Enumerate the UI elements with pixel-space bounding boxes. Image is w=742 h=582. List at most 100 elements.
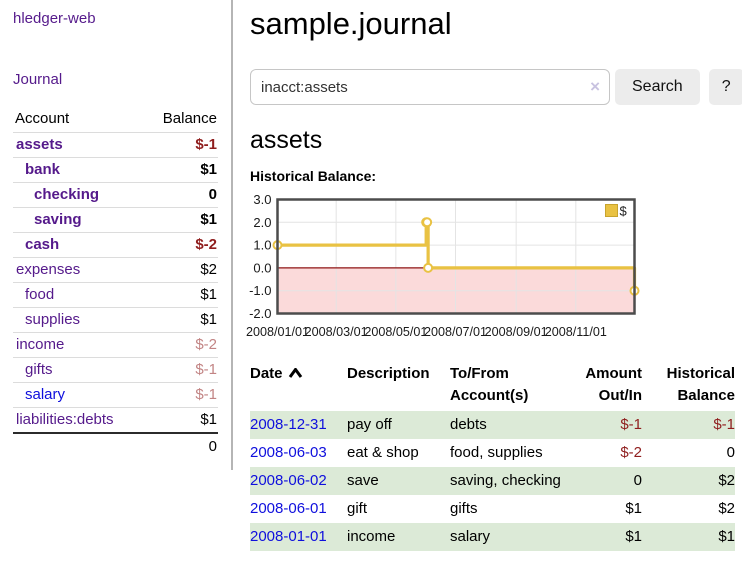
account-link[interactable]: bank xyxy=(25,161,61,178)
account-name-cell: food xyxy=(13,282,144,308)
account-balance: $-1 xyxy=(143,382,218,408)
account-balance: $-1 xyxy=(143,357,218,383)
transaction-balance: $2 xyxy=(642,467,735,495)
data-point-marker xyxy=(423,262,434,273)
transaction-date-link[interactable]: 2008-06-01 xyxy=(250,500,327,517)
account-link[interactable]: saving xyxy=(34,211,82,228)
account-balance: $2 xyxy=(143,257,218,283)
transaction-description: save xyxy=(347,467,450,495)
historical-balance-chart: 3.0 2.0 1.0 0.0 -1.0 -2.0 2008/01/01 2008/03/01… xyxy=(246,192,742,340)
transaction-accounts: gifts xyxy=(450,500,478,517)
account-row: assets $-1 xyxy=(13,132,218,158)
chart-svg: 3.0 2.0 1.0 0.0 -1.0 -2.0 2008/01/012008/03/01… xyxy=(246,192,640,339)
account-row: salary $-1 xyxy=(13,382,218,408)
svg-text:2008/01/01: 2008/01/01 xyxy=(246,325,309,339)
transaction-amount: 0 xyxy=(572,467,642,495)
account-link[interactable]: food xyxy=(25,286,55,303)
transaction-row: 2008-06-02 save saving, checking 0 $2 xyxy=(250,467,735,495)
svg-text:2008/03/01: 2008/03/01 xyxy=(305,325,368,339)
transaction-description: income xyxy=(347,523,450,551)
svg-text:2008/05/01: 2008/05/01 xyxy=(364,325,427,339)
register-col-balance: Historical Balance xyxy=(666,365,735,404)
account-row: checking 0 xyxy=(13,182,218,208)
account-name-cell: bank xyxy=(13,157,144,183)
transaction-amount: $-2 xyxy=(620,444,642,461)
account-name-cell: supplies xyxy=(13,307,144,333)
transaction-date-cell: 2008-06-03 xyxy=(250,439,347,467)
transaction-date-cell: 2008-12-31 xyxy=(250,411,347,439)
account-link[interactable]: checking xyxy=(34,186,100,203)
account-link[interactable]: assets xyxy=(16,136,63,153)
account-row: expenses $2 xyxy=(13,257,218,283)
transaction-balance: $-1 xyxy=(642,411,735,439)
account-row: cash $-2 xyxy=(13,232,218,258)
accounts-col-balance: Balance xyxy=(143,106,218,133)
account-link[interactable]: liabilities:debts xyxy=(16,411,114,428)
transaction-date-link[interactable]: 2008-06-03 xyxy=(250,444,327,461)
account-name-cell: expenses xyxy=(13,257,144,283)
account-link[interactable]: income xyxy=(16,336,65,353)
transaction-date-link[interactable]: 2008-12-31 xyxy=(250,416,327,433)
account-balance: $-1 xyxy=(143,132,218,158)
account-name-cell: income xyxy=(13,332,144,358)
svg-text:2.0: 2.0 xyxy=(253,215,271,230)
account-row: liabilities:debts $1 xyxy=(13,407,218,434)
chart-title: Historical Balance: xyxy=(250,168,377,184)
svg-text:2008/07/01: 2008/07/01 xyxy=(424,325,487,339)
transaction-description: pay off xyxy=(347,411,450,439)
main-content: sample.journal × Search ? assets Histori… xyxy=(233,0,742,582)
plot-border xyxy=(276,198,636,315)
account-balance: $1 xyxy=(143,282,218,308)
accounts-header-row: Account Balance xyxy=(13,106,218,133)
sidebar: hledger-web Journal Account Balance asse… xyxy=(0,0,233,470)
account-name-cell: checking xyxy=(13,182,144,208)
account-row: saving $1 xyxy=(13,207,218,233)
search-input[interactable] xyxy=(250,69,610,105)
register-col-date-label: Date xyxy=(250,365,283,382)
sort-ascending-icon xyxy=(288,363,303,385)
account-balance: $-2 xyxy=(143,332,218,358)
search-button[interactable]: Search xyxy=(615,69,700,105)
svg-text:2008/11/01: 2008/11/01 xyxy=(545,325,607,339)
transaction-date-link[interactable]: 2008-01-01 xyxy=(250,528,327,545)
account-link[interactable]: expenses xyxy=(16,261,81,278)
app-brand-link[interactable]: hledger-web xyxy=(13,10,96,27)
accounts-total-row: 0 xyxy=(13,432,218,455)
transaction-balance: $2 xyxy=(718,500,735,517)
transaction-accounts: debts xyxy=(450,411,572,439)
transaction-date-cell: 2008-01-01 xyxy=(250,523,347,551)
account-row: supplies $1 xyxy=(13,307,218,333)
register-header-row: Date Description To/From Account(s) Amou… xyxy=(250,361,735,411)
transaction-balance: 0 xyxy=(726,444,735,461)
account-row: gifts $-1 xyxy=(13,357,218,383)
search-form: × Search ? xyxy=(250,69,742,105)
account-row: food $1 xyxy=(13,282,218,308)
accounts-col-account: Account xyxy=(13,106,144,133)
transaction-row: 2008-06-03 eat & shop food, supplies $-2 0 xyxy=(250,439,735,467)
account-link[interactable]: gifts xyxy=(25,361,53,378)
account-link[interactable]: supplies xyxy=(25,311,81,328)
svg-text:-2.0: -2.0 xyxy=(249,306,271,321)
accounts-balance-table: Account Balance assets $-1 bank $1 checking 0… xyxy=(13,106,218,455)
accounts-total-value: 0 xyxy=(143,432,218,455)
register-col-date-sort[interactable]: Date xyxy=(250,361,347,411)
clear-search-icon[interactable]: × xyxy=(590,77,600,96)
search-box: × xyxy=(250,69,610,105)
transaction-date-link[interactable]: 2008-06-02 xyxy=(250,472,327,489)
register-col-tofrom: To/From Account(s) xyxy=(450,365,529,404)
legend-swatch xyxy=(605,204,618,217)
account-link[interactable]: salary xyxy=(25,386,66,403)
account-balance: $-2 xyxy=(143,232,218,258)
account-name-cell: liabilities:debts xyxy=(13,407,144,434)
account-heading: assets xyxy=(250,126,323,154)
transaction-amount: $1 xyxy=(572,523,642,551)
help-button[interactable]: ? xyxy=(708,69,742,105)
transaction-date-cell: 2008-06-01 xyxy=(250,495,347,523)
account-link[interactable]: cash xyxy=(25,236,60,253)
account-name-cell: salary xyxy=(13,382,144,408)
transaction-description: eat & shop xyxy=(347,444,419,461)
transaction-description: gift xyxy=(347,500,368,517)
svg-text:2008/09/01: 2008/09/01 xyxy=(485,325,548,339)
nav-journal-link[interactable]: Journal xyxy=(13,71,63,88)
account-row: income $-2 xyxy=(13,332,218,358)
